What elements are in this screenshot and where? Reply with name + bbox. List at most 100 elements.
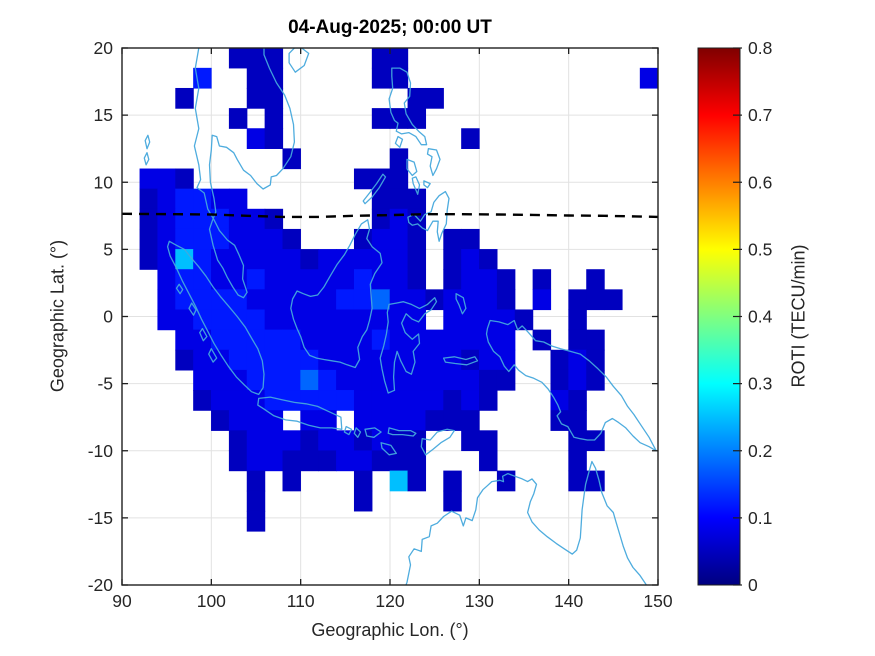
grid-cell xyxy=(157,168,176,190)
grid-cell xyxy=(407,249,427,270)
grid-cell xyxy=(479,349,498,371)
grid-cell xyxy=(228,450,248,472)
grid-cell xyxy=(407,208,427,230)
grid-cell xyxy=(586,289,605,311)
grid-cell xyxy=(246,450,266,472)
grid-cell xyxy=(336,450,355,472)
grid-cell xyxy=(389,108,409,129)
grid-cell xyxy=(193,228,212,250)
grid-cell xyxy=(318,450,337,472)
grid-cell xyxy=(157,309,176,331)
grid-cell xyxy=(318,329,337,351)
grid-cell xyxy=(425,410,444,431)
grid-cell xyxy=(371,329,391,351)
grid-cell xyxy=(175,208,194,230)
grid-cell xyxy=(479,249,498,270)
grid-cell xyxy=(496,470,516,492)
colorbar-tick-label: 0.2 xyxy=(748,441,772,461)
grid-cell xyxy=(246,48,266,69)
grid-cell xyxy=(496,329,516,351)
grid-cell xyxy=(568,369,587,391)
grid-cell xyxy=(175,349,194,371)
grid-cell xyxy=(371,289,391,311)
coastline-hainan xyxy=(288,48,310,73)
grid-cell xyxy=(157,228,176,250)
coastline-sumatra xyxy=(166,240,265,396)
grid-cell xyxy=(389,67,409,89)
grid-cell xyxy=(389,208,409,230)
grid-cell xyxy=(282,289,301,311)
grid-cell xyxy=(175,329,194,351)
grid-cell xyxy=(389,249,409,270)
grid-cell xyxy=(318,390,337,411)
grid-cell xyxy=(389,48,409,69)
axis-ticks xyxy=(121,47,659,586)
grid-cell xyxy=(407,269,427,290)
grid-cell xyxy=(443,329,462,351)
grid-cell xyxy=(282,450,301,472)
grid-cell xyxy=(371,390,391,411)
grid-cell xyxy=(211,329,230,351)
grid-cell xyxy=(300,450,319,472)
coastline-new-guinea xyxy=(485,319,657,452)
grid-cell xyxy=(300,329,319,351)
grid-cell xyxy=(461,128,480,149)
grid-cell xyxy=(211,249,230,270)
grid-cell xyxy=(139,208,159,230)
x-tick-label: 90 xyxy=(112,591,132,611)
x-axis-label: Geographic Lon. (°) xyxy=(311,620,469,640)
grid-cell xyxy=(443,349,462,371)
grid-cell xyxy=(353,450,373,472)
grid-cell xyxy=(389,309,409,331)
grid-cell xyxy=(336,269,355,290)
y-axis-label: Geographic Lat. (°) xyxy=(47,239,68,393)
grid-cell xyxy=(461,369,480,391)
grid-cell xyxy=(264,430,284,452)
y-tick-label: -10 xyxy=(88,441,114,461)
grid-cell xyxy=(568,309,587,331)
grid-cell xyxy=(246,67,266,89)
grid-cell xyxy=(282,369,301,391)
grid-cell xyxy=(353,168,373,190)
grid-cell xyxy=(157,289,176,311)
grid-cell xyxy=(175,309,194,331)
grid-cell xyxy=(389,450,409,472)
grid-cell xyxy=(496,309,516,331)
grid-cell xyxy=(211,188,230,210)
colorbar-tick-label: 0.6 xyxy=(748,172,772,192)
roti-cells xyxy=(139,48,658,532)
grid-cell xyxy=(300,269,319,290)
grid-cell xyxy=(443,390,462,411)
grid-cell xyxy=(246,87,266,109)
coastline-luzon xyxy=(388,67,428,146)
x-tick-label: 120 xyxy=(375,591,404,611)
grid-cell xyxy=(282,148,301,170)
grid-cell xyxy=(550,349,569,371)
coastline-mentawai-1 xyxy=(175,283,184,295)
grid-cell xyxy=(496,269,516,290)
coastline-australia xyxy=(405,460,648,585)
grid-cell xyxy=(389,349,409,371)
colorbar-tick-label: 0.7 xyxy=(748,105,772,125)
grid-cell xyxy=(175,87,194,109)
grid-cell xyxy=(264,289,284,311)
grid-cell xyxy=(264,108,284,129)
grid-cell xyxy=(139,168,159,190)
grid-cell xyxy=(228,48,248,69)
dip-equator-line xyxy=(122,212,658,219)
grid-cell xyxy=(479,450,498,472)
grid-cell xyxy=(318,249,337,270)
y-tick-label: 20 xyxy=(94,38,114,58)
grid-cell xyxy=(353,390,373,411)
grid-cell xyxy=(443,470,462,492)
grid-cell xyxy=(389,390,409,411)
grid-cell xyxy=(371,208,391,230)
colorbar-tick-label: 0.3 xyxy=(748,374,772,394)
grid-cell xyxy=(461,249,480,270)
coastline-java xyxy=(257,396,343,430)
grid-cell xyxy=(175,228,194,250)
grid-cell xyxy=(246,309,266,331)
grid-cell xyxy=(389,470,409,492)
coastline-flores xyxy=(387,427,417,437)
grid-cell xyxy=(157,269,176,290)
